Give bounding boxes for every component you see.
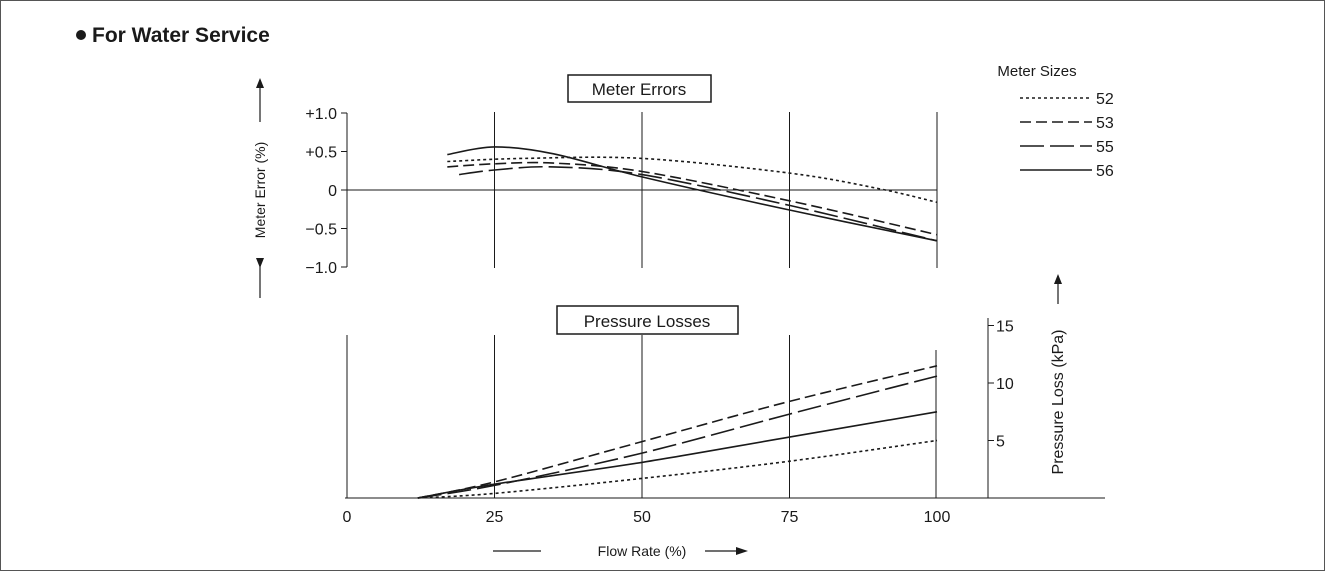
bullet-icon (76, 30, 86, 40)
meter-errors-y-axis-label: Meter Error (%) (252, 142, 268, 238)
flow-rate-label-group: Flow Rate (%) (493, 543, 748, 559)
pressure-losses-y-tick-label: 5 (996, 434, 1005, 451)
x-axis-label: Flow Rate (%) (598, 543, 687, 559)
y-up-arrowhead-icon (256, 78, 264, 88)
y-down-arrowhead-icon (256, 258, 264, 268)
pressure-losses-title: Pressure Losses (584, 312, 711, 331)
pressure-losses-title-box: Pressure Losses (556, 305, 739, 335)
x-tick-label-75: 75 (781, 509, 799, 526)
y-up-arrowhead-icon (1054, 274, 1062, 284)
meter-errors-y-tick-label: +0.5 (305, 145, 337, 162)
pressure-losses-series-55 (417, 375, 938, 499)
meter-errors-series-53 (447, 161, 938, 236)
x-tick-label-25: 25 (486, 509, 504, 526)
meter-errors-title-box: Meter Errors (567, 74, 712, 103)
pressure-losses-chart: 5 10 15 0 25 50 75 100 Pressure Losses Flow Rat… (343, 274, 1105, 559)
legend-title: Meter Sizes (997, 63, 1076, 80)
meter-errors-series-55 (458, 165, 938, 242)
meter-errors-series-52 (447, 156, 938, 204)
meter-errors-y-tick-label: +1.0 (305, 106, 337, 123)
legend: Meter Sizes 52 53 55 56 (997, 63, 1114, 180)
legend-label-53: 53 (1096, 115, 1114, 132)
meter-errors-y-tick-label: −0.5 (305, 222, 337, 239)
x-tick-label-0: 0 (343, 509, 352, 526)
meter-errors-title: Meter Errors (592, 80, 686, 99)
meter-errors-y-tick-label: 0 (328, 183, 337, 200)
x-tick-label-50: 50 (633, 509, 651, 526)
meter-errors-series-56 (447, 146, 938, 242)
x-tick-label-100: 100 (924, 509, 951, 526)
meter-errors-ylabel-group: Meter Error (%) (252, 78, 268, 298)
pressure-losses-y-tick-label: 15 (996, 319, 1014, 336)
pressure-losses-y-tick-label: 10 (996, 376, 1014, 393)
pressure-losses-series-52 (417, 439, 938, 499)
legend-label-56: 56 (1096, 163, 1114, 180)
page-title-text: For Water Service (92, 24, 270, 47)
page-title: For Water Service (76, 24, 270, 48)
x-right-arrowhead-icon (736, 547, 748, 555)
legend-label-55: 55 (1096, 139, 1114, 156)
legend-label-52: 52 (1096, 91, 1114, 108)
pressure-losses-y-axis-label: Pressure Loss (kPa) (1050, 330, 1067, 475)
pressure-losses-series-53 (417, 365, 938, 499)
pressure-losses-series-56 (417, 411, 938, 499)
meter-errors-chart: Meter Errors +1.0 +0.5 0 −0.5 −1.0 Meter Err… (252, 74, 938, 298)
meter-errors-y-tick-label: −1.0 (305, 260, 337, 277)
pressure-loss-label-group: Pressure Loss (kPa) (1050, 274, 1067, 474)
